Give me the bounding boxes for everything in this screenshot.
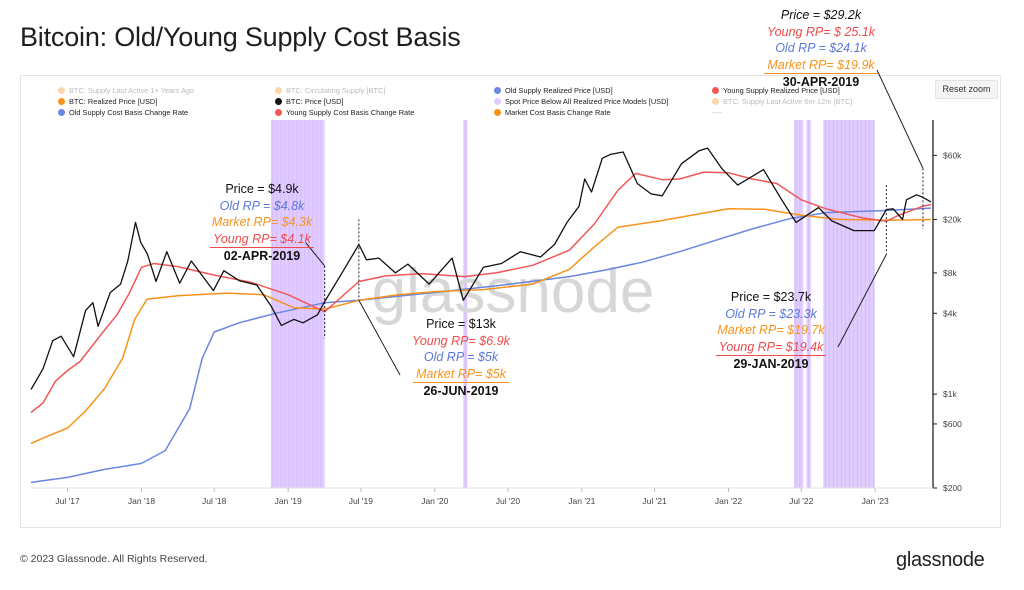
annotation-date: 02-APR-2019 <box>223 249 301 263</box>
chart-panel <box>20 75 1001 528</box>
legend-item-supply-1y[interactable]: BTC: Supply Last Active 1+ Years Ago <box>58 86 194 95</box>
annotation-market-rp: Market RP= $19.7k <box>717 323 825 337</box>
annotation-price: Price = $13k <box>426 317 496 331</box>
annotation-market-rp: Market RP= $5k <box>413 366 509 383</box>
annotation-young-rp: Young RP= $6.9k <box>412 333 510 348</box>
legend-dot-icon <box>58 109 65 116</box>
legend-item-supply-6m-12m[interactable]: BTC: Supply Last Active 6m-12m [BTC] <box>712 97 852 106</box>
reset-zoom-button[interactable]: Reset zoom <box>935 80 998 99</box>
legend-dot-icon <box>58 87 65 94</box>
legend-dot-icon <box>494 98 501 105</box>
annotation-jun-2019: Price = $13k Young RP= $6.9k Old RP = $5… <box>391 316 531 400</box>
annotation-young-rp: Young RP= $19.4k <box>715 339 827 356</box>
annotation-old-rp: Old RP = $4.8k <box>219 198 305 213</box>
legend-dot-icon <box>494 87 501 94</box>
legend-dot-icon <box>712 98 719 105</box>
annotation-date: 29-JAN-2019 <box>733 357 809 371</box>
annotation-price: Price = $29.2k <box>780 8 862 22</box>
annotation-young-rp: Young RP= $4.1k <box>210 231 314 248</box>
legend-dot-icon <box>712 87 719 94</box>
annotation-market-rp: Market RP= $19.9k <box>764 57 878 74</box>
annotation-market-rp: Market RP= $4.3k <box>211 215 313 229</box>
page-title: Bitcoin: Old/Young Supply Cost Basis <box>20 22 461 52</box>
legend-item-circulating-supply[interactable]: BTC: Circulating Supply [BTC] <box>275 86 385 95</box>
legend-item-young-change-rate[interactable]: Young Supply Cost Basis Change Rate <box>275 108 414 117</box>
copyright-text: © 2023 Glassnode. All Rights Reserved. <box>20 553 208 565</box>
annotation-date: 26-JUN-2019 <box>423 384 499 398</box>
legend-dot-icon <box>58 98 65 105</box>
annotation-old-rp: Old RP = $5k <box>423 350 499 364</box>
brand-logo: glassnode <box>896 549 985 571</box>
legend-item-btc-price[interactable]: BTC: Price [USD] <box>275 97 344 106</box>
annotation-young-rp: Young RP= $ 25.1k <box>766 24 876 39</box>
annotation-date: 30-APR-2019 <box>782 75 860 89</box>
annotation-apr-2019: Price = $4.9k Old RP = $4.8k Market RP= … <box>192 181 332 265</box>
annotation-jan-2023: Price = $23.7k Old RP = $23.3k Market RP… <box>701 289 841 373</box>
legend-item-spot-below[interactable]: Spot Price Below All Realized Price Mode… <box>494 97 668 106</box>
legend-dot-icon <box>275 109 282 116</box>
legend-dot-icon <box>275 98 282 105</box>
legend-item-separator: ---- <box>712 108 722 117</box>
legend-item-old-rp[interactable]: Old Supply Realized Price [USD] <box>494 86 613 95</box>
legend-item-market-change-rate[interactable]: Market Cost Basis Change Rate <box>494 108 611 117</box>
legend-item-realized-price[interactable]: BTC: Realized Price [USD] <box>58 97 157 106</box>
annotation-apr-2023: Price = $29.2k Young RP= $ 25.1k Old RP … <box>751 7 891 91</box>
annotation-old-rp: Old RP = $23.3k <box>725 306 817 321</box>
legend-item-young-rp[interactable]: Young Supply Realized Price [USD] <box>712 86 840 95</box>
annotation-old-rp: Old RP = $24.1k <box>775 41 867 55</box>
legend-item-old-change-rate[interactable]: Old Supply Cost Basis Change Rate <box>58 108 188 117</box>
annotation-price: Price = $4.9k <box>225 182 299 196</box>
annotation-price: Price = $23.7k <box>730 290 812 304</box>
legend-dot-icon <box>494 109 501 116</box>
legend-dot-icon <box>275 87 282 94</box>
